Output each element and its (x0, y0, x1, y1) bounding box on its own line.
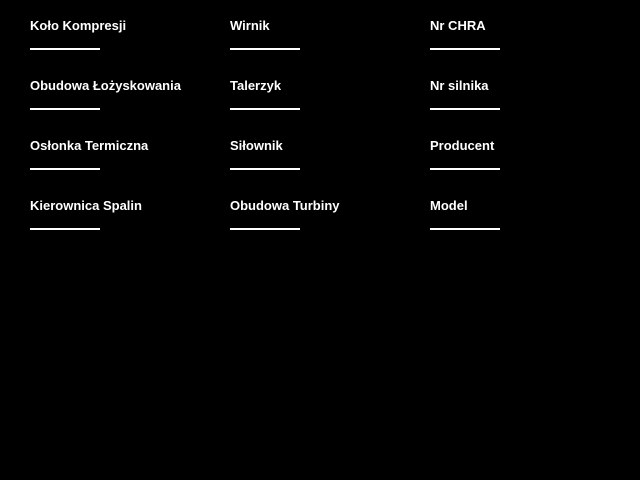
field-label: Wirnik (230, 18, 270, 33)
field-label: Obudowa Turbiny (230, 198, 340, 213)
field-talerzyk: Talerzyk (230, 79, 410, 110)
field-underline (30, 48, 100, 50)
field-underline (30, 168, 100, 170)
field-underline (230, 168, 300, 170)
field-silownik: Siłownik (230, 139, 410, 170)
field-underline (430, 168, 500, 170)
field-model: Model (430, 199, 610, 230)
field-label: Kierownica Spalin (30, 198, 142, 213)
field-obudowa-lozyskowania: Obudowa Łożyskowania (30, 79, 210, 110)
field-label: Obudowa Łożyskowania (30, 78, 181, 93)
field-label: Koło Kompresji (30, 18, 127, 33)
field-nr-silnika: Nr silnika (430, 79, 610, 110)
field-underline (430, 108, 500, 110)
field-kierownica-spalin: Kierownica Spalin (30, 199, 210, 230)
field-label: Siłownik (230, 138, 283, 153)
field-label: Producent (430, 138, 495, 153)
field-kolo-kompresji: Koło Kompresji (30, 19, 210, 50)
field-producent: Producent (430, 139, 610, 170)
field-label: Osłonka Termiczna (30, 138, 149, 153)
field-obudowa-turbiny: Obudowa Turbiny (230, 199, 410, 230)
field-underline (230, 48, 300, 50)
field-label: Nr CHRA (430, 18, 486, 33)
field-label: Model (430, 198, 468, 213)
field-underline (30, 228, 100, 230)
field-underline (230, 108, 300, 110)
field-underline (430, 48, 500, 50)
field-underline (30, 108, 100, 110)
field-oslonka-termiczna: Osłonka Termiczna (30, 139, 210, 170)
field-underline (430, 228, 500, 230)
field-label: Nr silnika (430, 78, 489, 93)
field-nr-chra: Nr CHRA (430, 19, 610, 50)
field-underline (230, 228, 300, 230)
field-label: Talerzyk (230, 78, 282, 93)
field-wirnik: Wirnik (230, 19, 410, 50)
